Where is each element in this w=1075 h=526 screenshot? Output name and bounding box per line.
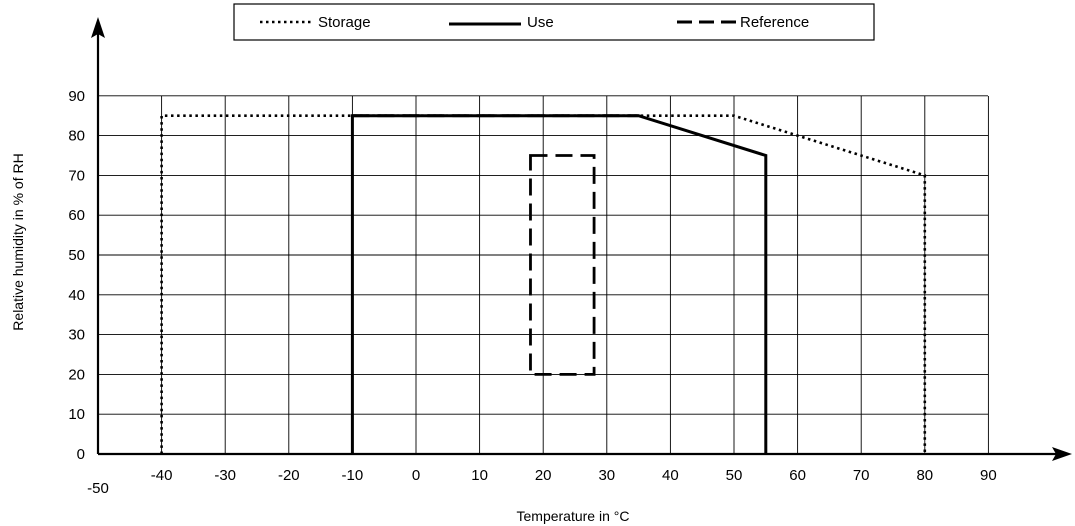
y-tick-label: 90 — [68, 88, 85, 105]
y-tick-label: 40 — [68, 287, 85, 304]
y-tick-label: 50 — [68, 247, 85, 264]
series-reference-rectangle — [529, 154, 596, 376]
y-axis-label: Relative humidity in % of RH — [10, 153, 26, 330]
x-axis-arrow — [1052, 447, 1072, 461]
y-tick-label: 80 — [68, 128, 85, 145]
y-tick-label: 20 — [68, 366, 85, 383]
y-tick-label: 70 — [68, 167, 85, 184]
series-use-line — [350, 114, 768, 454]
x-tick-label: -20 — [278, 467, 300, 484]
x-tick-label: 40 — [662, 467, 679, 484]
y-tick-label: 0 — [77, 446, 85, 463]
x-tick-label: 70 — [853, 467, 870, 484]
legend-box — [233, 3, 875, 41]
y-axis-arrow — [91, 17, 105, 38]
x-tick-label: 60 — [789, 467, 806, 484]
legend-use-label: Use — [527, 14, 554, 31]
x-tick-label: 30 — [598, 467, 615, 484]
legend-reference-label: Reference — [740, 14, 809, 31]
x-tick-label: -10 — [342, 467, 364, 484]
y-tick-label: 10 — [68, 406, 85, 423]
grid — [98, 95, 989, 454]
x-tick-label: -50 — [87, 480, 109, 497]
x-tick-label: 50 — [726, 467, 743, 484]
legend-storage-label: Storage — [318, 14, 371, 31]
x-tick-label: -30 — [214, 467, 236, 484]
y-tick-label: 60 — [68, 207, 85, 224]
x-axis-label: Temperature in °C — [517, 508, 630, 524]
series-lines — [160, 114, 927, 454]
y-tick-label: 30 — [68, 327, 85, 344]
x-tick-label: 80 — [916, 467, 933, 484]
axes — [91, 17, 1072, 461]
x-tick-label: -40 — [151, 467, 173, 484]
x-tick-label: 20 — [535, 467, 552, 484]
series-storage-line — [160, 114, 927, 454]
x-tick-label: 10 — [471, 467, 488, 484]
legend: Storage Use Reference — [233, 3, 875, 41]
x-tick-label: 90 — [980, 467, 997, 484]
tick-labels: 0 10 20 30 40 50 60 70 80 90 -50 -40 -30 -20 -10 0 10 20 3… — [68, 88, 996, 497]
x-tick-label: 0 — [412, 467, 420, 484]
